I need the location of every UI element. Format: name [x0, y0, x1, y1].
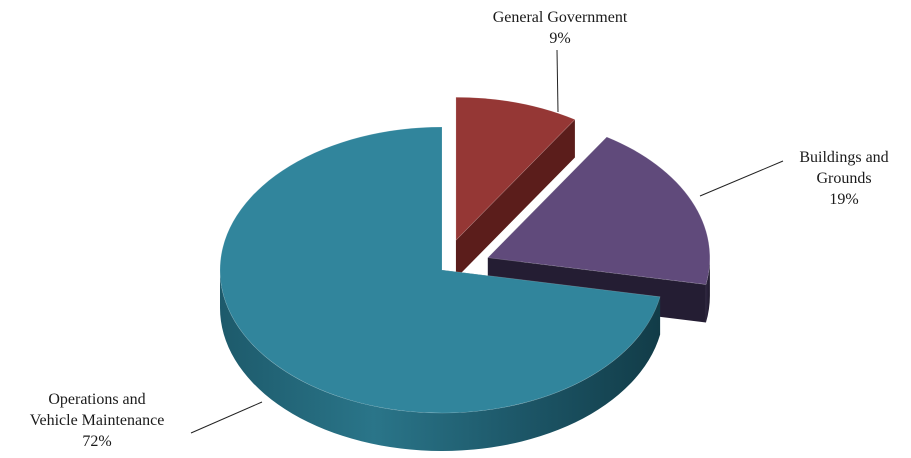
- slice-percent: 9%: [549, 30, 571, 47]
- slice-label-general-government: General Government 9%: [470, 7, 650, 49]
- slice-percent: 19%: [829, 191, 859, 208]
- slice-operations-vehicle-maintenance: [219, 126, 661, 452]
- slice-name-line-1: Operations and: [48, 391, 146, 408]
- slice-side-wall: [705, 257, 710, 323]
- slice-top-face: [219, 126, 661, 414]
- slice-side-wall: [220, 270, 661, 452]
- slice-name-line-2: Vehicle Maintenance: [29, 412, 165, 429]
- slice-general-government: [455, 96, 576, 279]
- slice-label-buildings-grounds: Buildings and Grounds 19%: [777, 147, 911, 210]
- slice-label-operations-vehicle-maintenance: Operations and Vehicle Maintenance 72%: [4, 389, 190, 452]
- slice-name: General Government: [492, 9, 628, 26]
- leader-line-operations-vehicle-maintenance: [190, 401, 263, 434]
- slice-top-face: [455, 96, 576, 241]
- slice-top-face: [487, 136, 711, 285]
- slice-name-line-1: Buildings and: [799, 149, 889, 166]
- slice-cut-wall: [455, 119, 575, 279]
- leader-line-general-government: [556, 49, 559, 113]
- slice-percent: 72%: [82, 433, 112, 450]
- slice-name-line-2: Grounds: [816, 170, 872, 187]
- leader-line-buildings-grounds: [699, 160, 784, 197]
